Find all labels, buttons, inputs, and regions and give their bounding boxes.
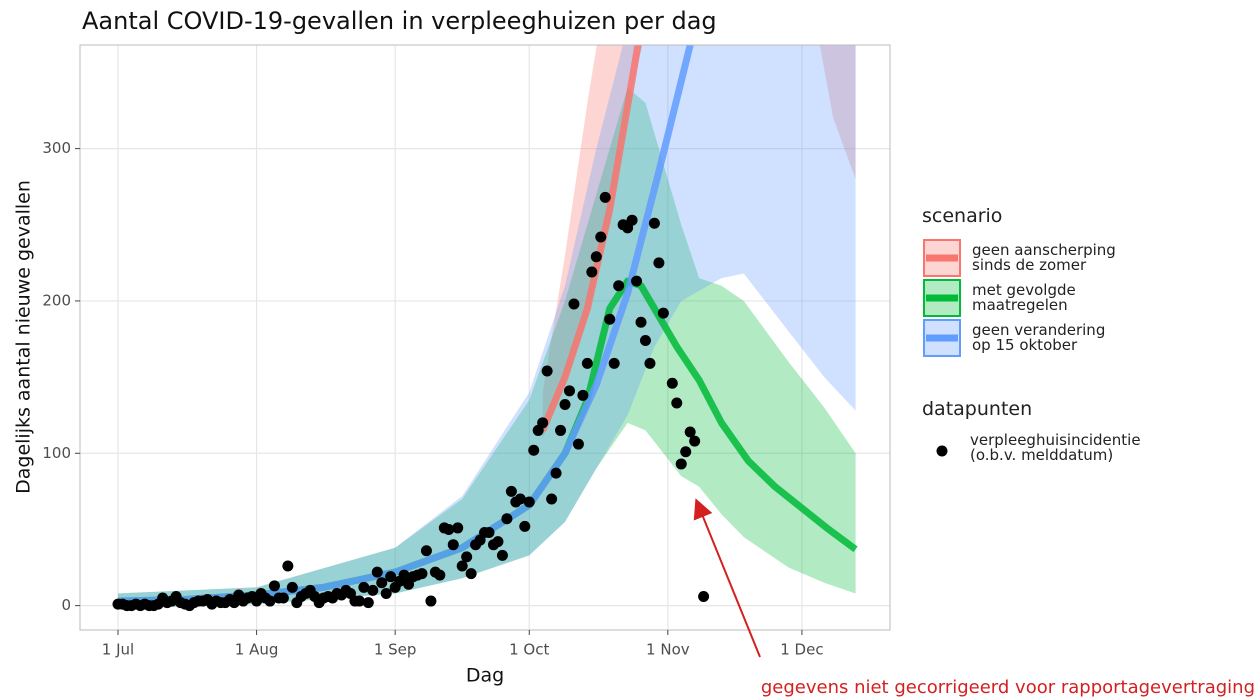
data-point	[595, 231, 607, 243]
data-point	[635, 316, 647, 328]
y-tick-label: 200	[42, 291, 71, 309]
data-point	[680, 446, 692, 458]
data-point	[452, 522, 464, 534]
data-point	[631, 275, 643, 287]
legend-label: geen verandering op 15 oktober	[972, 321, 1106, 354]
data-point	[644, 357, 656, 369]
data-point	[514, 493, 526, 505]
data-point	[496, 549, 508, 561]
data-point	[698, 590, 710, 602]
data-point	[264, 595, 276, 607]
data-point	[523, 496, 535, 508]
data-point	[461, 551, 473, 563]
data-point	[456, 560, 468, 572]
data-point	[501, 513, 513, 525]
data-point	[559, 399, 571, 411]
data-point	[671, 397, 683, 409]
y-tick-label: 300	[42, 139, 71, 157]
data-point	[648, 217, 660, 229]
x-tick-label: 1 Jul	[102, 641, 134, 659]
annotation-arrow	[693, 498, 761, 658]
legend-label: verpleeghuisincidentie (o.b.v. melddatum…	[970, 431, 1141, 464]
annotation: gegevens niet gecorrigeerd voor rapporta…	[761, 677, 1255, 698]
data-point	[684, 426, 696, 438]
data-point	[626, 214, 638, 226]
data-point	[577, 389, 589, 401]
data-point	[590, 251, 602, 263]
ribbon	[117, 87, 856, 609]
data-point	[599, 191, 611, 203]
data-point	[505, 485, 517, 497]
data-point	[286, 581, 298, 593]
data-point	[353, 595, 365, 607]
data-point	[519, 520, 531, 532]
y-axis-label: Dagelijks aantal nieuwe gevallen	[13, 180, 35, 494]
data-point	[639, 335, 651, 347]
data-point	[568, 298, 580, 310]
legend-title: scenario	[922, 205, 1003, 227]
x-axis-label: Dag	[466, 665, 504, 687]
data-point	[434, 569, 446, 581]
x-tick-label: 1 Nov	[646, 641, 690, 659]
data-point	[555, 424, 567, 436]
chart-title: Aantal COVID-19-gevallen in verpleeghuiz…	[82, 7, 717, 35]
x-tick-label: 1 Aug	[235, 641, 279, 659]
data-point	[492, 536, 504, 548]
data-point	[483, 527, 495, 538]
data-point	[550, 467, 562, 479]
data-point	[380, 587, 392, 599]
data-point	[581, 357, 593, 369]
data-point	[367, 584, 379, 596]
data-point	[541, 365, 553, 377]
x-tick-label: 1 Sep	[374, 641, 417, 659]
legend-label: geen aanscherping sinds de zomer	[972, 241, 1116, 274]
legend-title: datapunten	[922, 398, 1033, 420]
data-point	[443, 523, 455, 535]
data-point	[666, 377, 678, 389]
data-point	[608, 357, 620, 369]
data-point	[657, 307, 669, 319]
data-point	[398, 569, 410, 581]
data-point	[420, 545, 432, 557]
data-point	[537, 417, 549, 429]
data-point	[653, 257, 665, 269]
data-point	[277, 592, 289, 604]
data-point	[371, 566, 383, 578]
data-point	[563, 385, 575, 397]
y-tick-label: 100	[42, 444, 71, 462]
data-point	[675, 458, 687, 470]
data-point	[465, 568, 477, 580]
ribbon	[117, 45, 856, 609]
legend-key	[936, 445, 948, 457]
y-tick-label: 0	[61, 596, 71, 614]
data-point	[604, 313, 616, 325]
panel-border	[79, 44, 891, 631]
data-point	[447, 539, 459, 551]
x-tick-label: 1 Dec	[780, 641, 823, 659]
data-point	[282, 560, 294, 572]
data-point	[425, 595, 437, 607]
data-point	[376, 577, 388, 589]
data-point	[613, 280, 625, 292]
data-point	[528, 444, 540, 456]
data-point	[268, 580, 280, 592]
data-point	[572, 438, 584, 450]
data-point	[546, 493, 558, 505]
data-point	[362, 597, 374, 609]
data-point	[385, 571, 397, 583]
data-point	[358, 581, 370, 593]
data-point	[586, 266, 598, 278]
data-point	[416, 568, 428, 580]
x-tick-label: 1 Oct	[509, 641, 549, 659]
data-point	[689, 435, 701, 447]
legend-label: met gevolgde maatregelen	[972, 281, 1076, 314]
